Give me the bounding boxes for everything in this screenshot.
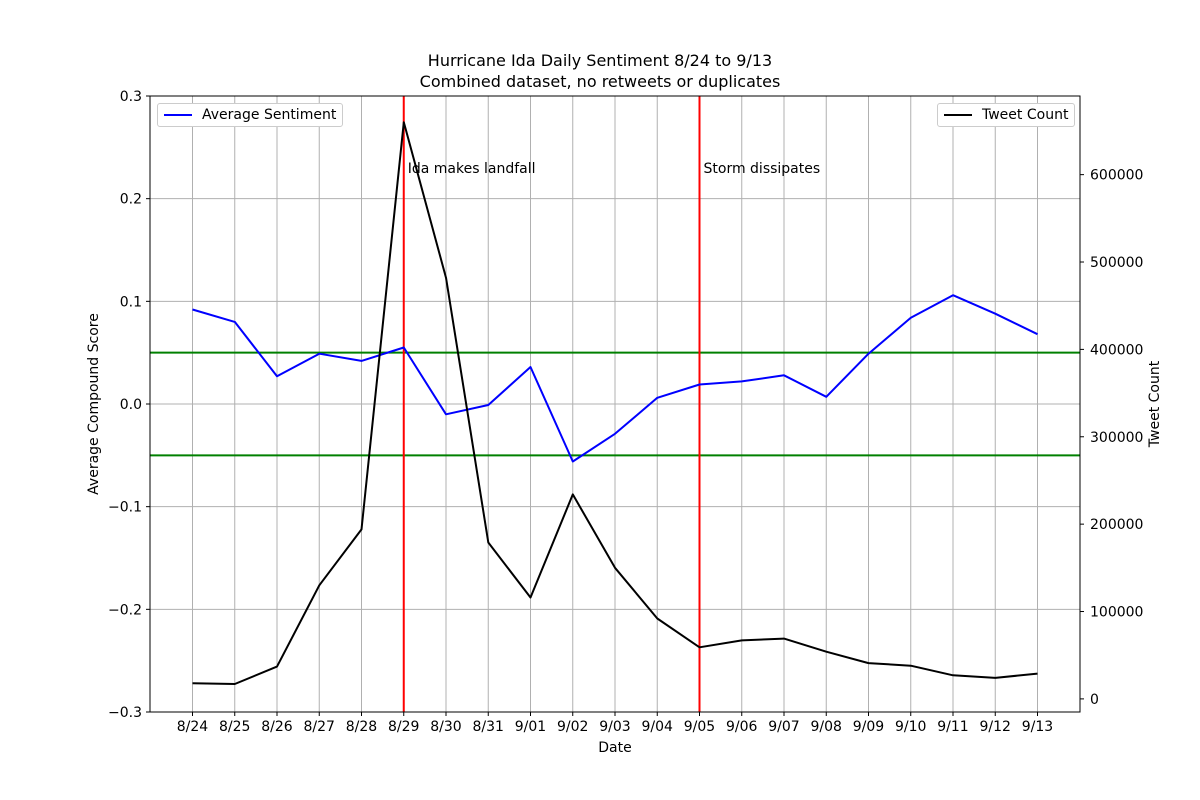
- x-tick-label: 9/08: [811, 719, 842, 735]
- x-tick-label: 8/28: [346, 719, 377, 735]
- x-tick-label: 8/26: [261, 719, 293, 735]
- x-tick-label: 9/02: [557, 719, 588, 735]
- legend-tweet-count: Tweet Count: [937, 103, 1076, 127]
- legend-average-sentiment: Average Sentiment: [157, 103, 344, 127]
- event-marker-label: Ida makes landfall: [408, 161, 536, 177]
- legend-swatch-average-sentiment: [164, 114, 192, 116]
- x-tick-label: 9/07: [768, 719, 799, 735]
- x-tick-label: 8/24: [177, 719, 209, 735]
- right-y-tick-label: 200000: [1090, 517, 1143, 533]
- x-axis-label: Date: [598, 740, 631, 756]
- chart-subtitle: Combined dataset, no retweets or duplica…: [419, 72, 781, 91]
- right-y-axis-label: Tweet Count: [1147, 360, 1163, 448]
- x-tick-label: 8/31: [473, 719, 504, 735]
- x-tick-label: 9/01: [515, 719, 546, 735]
- left-y-tick-label: −0.1: [108, 500, 142, 516]
- left-y-tick-label: −0.3: [108, 705, 142, 721]
- x-tick-label: 9/09: [853, 719, 884, 735]
- x-tick-label: 9/13: [1022, 719, 1053, 735]
- left-y-tick-label: 0.2: [120, 192, 142, 208]
- left-y-tick-label: 0.0: [120, 397, 142, 413]
- x-tick-label: 8/27: [304, 719, 335, 735]
- event-marker-label: Storm dissipates: [704, 161, 821, 177]
- left-y-tick-label: 0.1: [120, 294, 142, 310]
- right-y-tick-label: 300000: [1090, 430, 1143, 446]
- x-tick-label: 9/06: [726, 719, 758, 735]
- chart-title: Hurricane Ida Daily Sentiment 8/24 to 9/…: [427, 51, 773, 70]
- left-y-axis-label: Average Compound Score: [86, 313, 102, 495]
- x-tick-label: 9/12: [980, 719, 1011, 735]
- x-tick-label: 8/29: [388, 719, 419, 735]
- x-tick-label: 9/04: [642, 719, 674, 735]
- legend-label-tweet-count: Tweet Count: [982, 107, 1069, 123]
- x-tick-label: 9/05: [684, 719, 715, 735]
- x-tick-label: 8/25: [219, 719, 250, 735]
- x-tick-label: 9/11: [937, 719, 968, 735]
- right-y-tick-label: 0: [1090, 692, 1099, 708]
- x-tick-label: 9/03: [599, 719, 630, 735]
- x-tick-label: 8/30: [430, 719, 461, 735]
- series-line-tweet-count: [192, 121, 1038, 685]
- legend-swatch-tweet-count: [944, 114, 972, 116]
- right-y-tick-label: 500000: [1090, 255, 1143, 271]
- right-y-tick-label: 100000: [1090, 605, 1143, 621]
- series-line-average-sentiment: [192, 294, 1038, 463]
- right-y-tick-label: 400000: [1090, 342, 1143, 358]
- left-y-tick-label: 0.3: [120, 89, 142, 105]
- x-tick-label: 9/10: [895, 719, 926, 735]
- left-y-tick-label: −0.2: [108, 602, 142, 618]
- right-y-tick-label: 600000: [1090, 168, 1143, 184]
- legend-label-average-sentiment: Average Sentiment: [202, 107, 337, 123]
